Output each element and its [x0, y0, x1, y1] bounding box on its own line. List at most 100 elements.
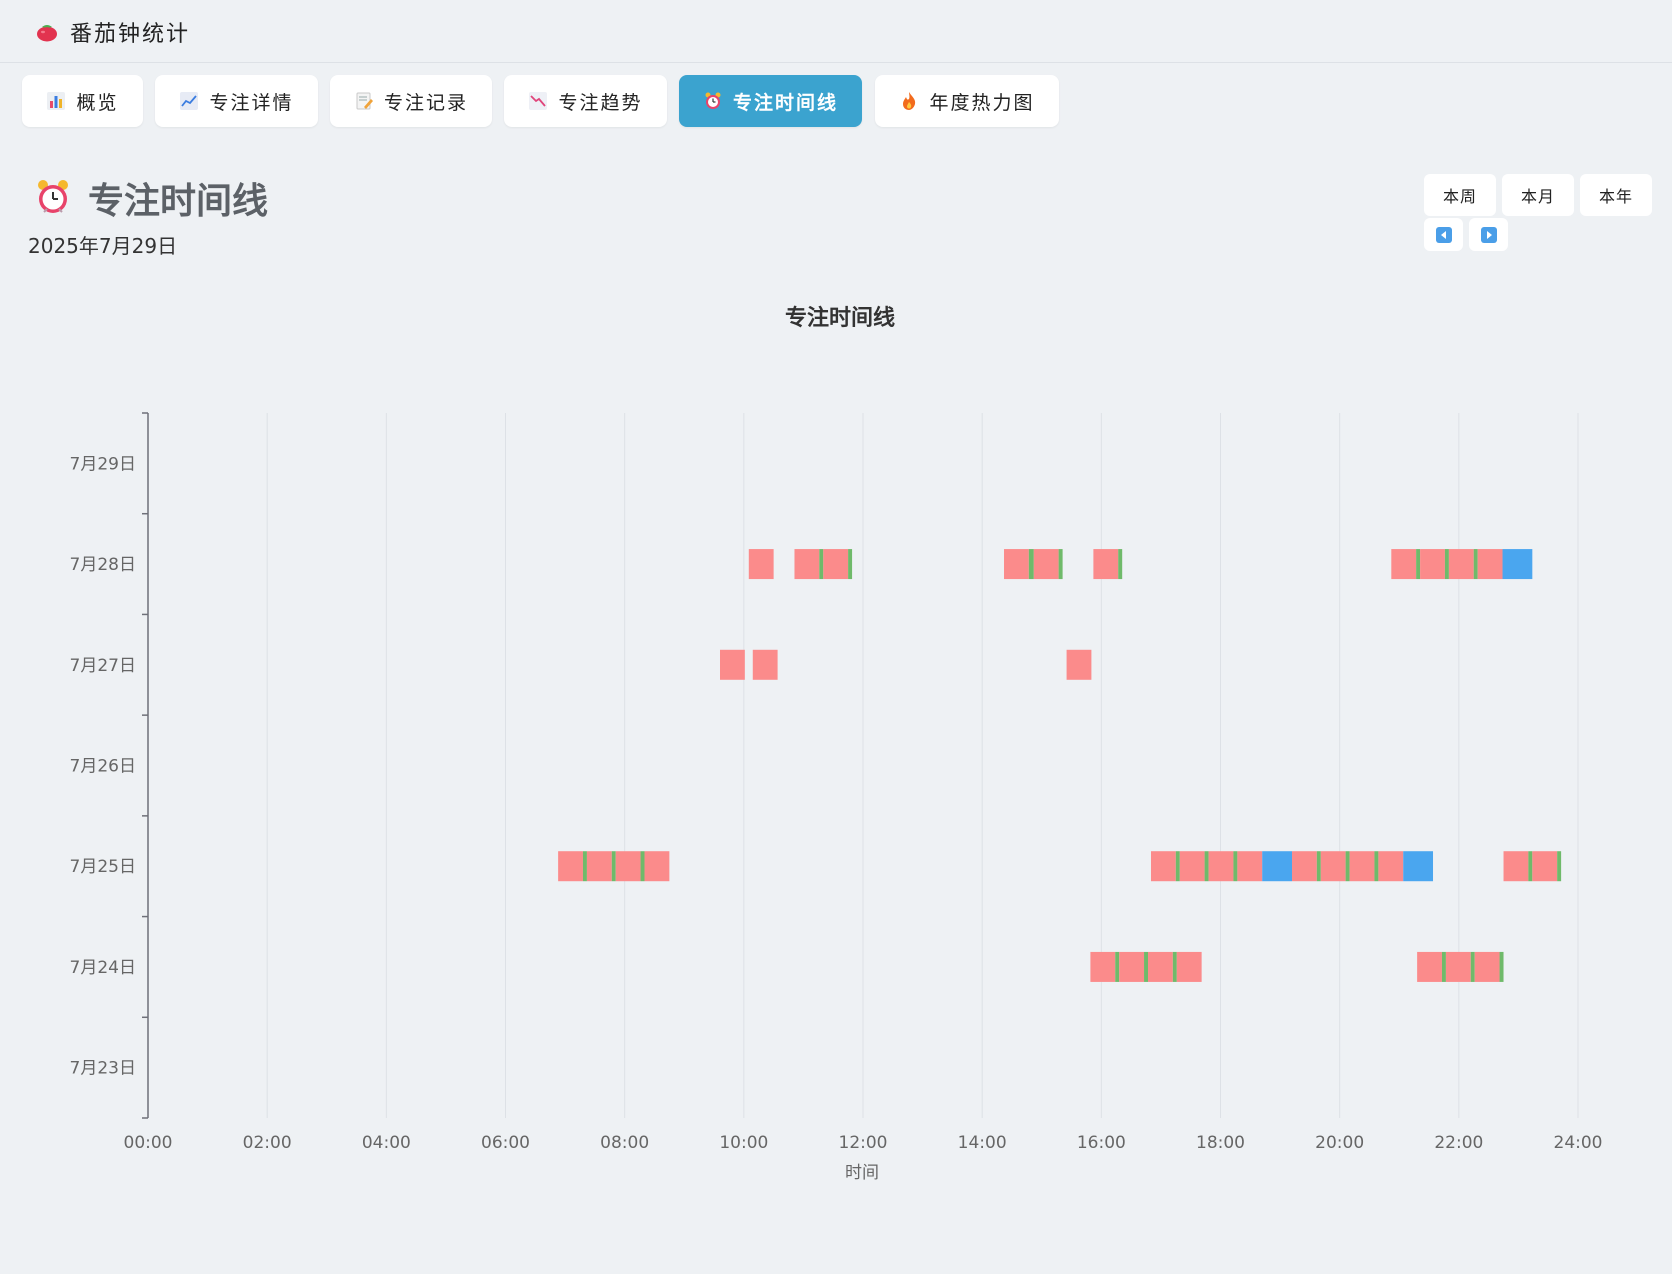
- timeline-segment-focus[interactable]: [558, 851, 583, 882]
- timeline-segment-focus[interactable]: [1237, 851, 1263, 882]
- tab-focus-details[interactable]: 专注详情: [155, 75, 318, 127]
- timeline-segment-focus[interactable]: [1532, 851, 1558, 882]
- timeline-segment-focus[interactable]: [1176, 951, 1202, 982]
- title-bar: 番茄钟统计: [0, 0, 1672, 63]
- range-year-button[interactable]: 本年: [1580, 174, 1652, 216]
- tab-focus-trend[interactable]: 专注趋势: [504, 75, 667, 127]
- y-tick-label: 7月26日: [70, 757, 136, 777]
- timeline-segment-short-break[interactable]: [1175, 851, 1180, 882]
- timeline-segment-focus[interactable]: [1292, 851, 1317, 882]
- previous-button[interactable]: [1424, 218, 1463, 251]
- timeline-segment-focus[interactable]: [1320, 851, 1346, 882]
- timeline-segment-short-break[interactable]: [1144, 951, 1149, 982]
- y-tick-label: 7月28日: [70, 555, 136, 575]
- timeline-segment-focus[interactable]: [1004, 549, 1029, 580]
- timeline-segment-focus[interactable]: [615, 851, 641, 882]
- timeline-segment-short-break[interactable]: [1557, 851, 1562, 882]
- timeline-segment-focus[interactable]: [1208, 851, 1234, 882]
- timeline-segment-focus[interactable]: [1033, 549, 1059, 580]
- timeline-segment-short-break[interactable]: [1499, 951, 1504, 982]
- x-tick-label: 12:00: [839, 1133, 888, 1153]
- alarm-clock-icon: [705, 92, 721, 109]
- timeline-segment-short-break[interactable]: [1374, 851, 1379, 882]
- range-week-button[interactable]: 本周: [1424, 174, 1496, 216]
- timeline-segment-long-break[interactable]: [1403, 851, 1434, 882]
- tab-label: 专注详情: [209, 91, 294, 114]
- timeline-segment-long-break[interactable]: [1502, 549, 1533, 580]
- memo-icon: [356, 92, 373, 110]
- timeline-bars: [558, 549, 1562, 982]
- timeline-segment-focus[interactable]: [1391, 549, 1417, 580]
- x-axis-label: 时间: [845, 1163, 879, 1183]
- timeline-chart: 专注时间线 00:00 02:00 04:00 06:00 08:00 10:00 12:0…: [70, 305, 1603, 1183]
- timeline-segment-short-break[interactable]: [1416, 549, 1421, 580]
- fire-icon: [903, 92, 916, 110]
- timeline-segment-focus[interactable]: [1448, 549, 1474, 580]
- timeline-segment-short-break[interactable]: [819, 549, 824, 580]
- timeline-segment-focus[interactable]: [1378, 851, 1404, 882]
- tab-focus-timeline[interactable]: 专注时间线: [679, 75, 862, 127]
- timeline-segment-short-break[interactable]: [1204, 851, 1209, 882]
- timeline-segment-short-break[interactable]: [1473, 549, 1478, 580]
- timeline-segment-focus[interactable]: [644, 851, 670, 882]
- timeline-segment-focus[interactable]: [1477, 549, 1503, 580]
- timeline-segment-focus[interactable]: [1148, 951, 1173, 982]
- bar-chart-icon: [47, 92, 66, 110]
- timeline-segment-short-break[interactable]: [1115, 951, 1120, 982]
- timeline-segment-focus[interactable]: [1066, 649, 1092, 680]
- timeline-segment-focus[interactable]: [1420, 549, 1445, 580]
- timeline-segment-short-break[interactable]: [1172, 951, 1177, 982]
- timeline-segment-long-break[interactable]: [1262, 851, 1292, 882]
- tab-label: 年度热力图: [929, 91, 1035, 114]
- page-title: 专注时间线: [88, 181, 269, 222]
- timeline-segment-focus[interactable]: [1349, 851, 1375, 882]
- timeline-segment-focus[interactable]: [1474, 951, 1500, 982]
- range-month-button[interactable]: 本月: [1502, 174, 1574, 216]
- timeline-segment-short-break[interactable]: [1444, 549, 1449, 580]
- y-tick-label: 7月24日: [70, 958, 136, 978]
- timeline-segment-short-break[interactable]: [1118, 549, 1123, 580]
- timeline-segment-short-break[interactable]: [611, 851, 616, 882]
- timeline-segment-focus[interactable]: [586, 851, 612, 882]
- timeline-segment-focus[interactable]: [1119, 951, 1145, 982]
- tab-annual-heatmap[interactable]: 年度热力图: [875, 75, 1059, 127]
- timeline-segment-focus[interactable]: [1150, 851, 1176, 882]
- timeline-segment-short-break[interactable]: [1345, 851, 1350, 882]
- timeline-segment-focus[interactable]: [1090, 951, 1116, 982]
- timeline-segment-short-break[interactable]: [1028, 549, 1034, 580]
- timeline-segment-focus[interactable]: [1093, 549, 1119, 580]
- app-title: 番茄钟统计: [70, 22, 191, 47]
- timeline-segment-focus[interactable]: [1445, 951, 1471, 982]
- axes: 00:00 02:00 04:00 06:00 08:00 10:00 12:00 14:00…: [70, 412, 1603, 1153]
- x-tick-label: 22:00: [1434, 1133, 1483, 1153]
- x-tick-label: 08:00: [600, 1133, 649, 1153]
- timeline-segment-short-break[interactable]: [1528, 851, 1533, 882]
- timeline-segment-short-break[interactable]: [1441, 951, 1446, 982]
- timeline-segment-short-break[interactable]: [1316, 851, 1321, 882]
- timeline-segment-focus[interactable]: [748, 549, 774, 580]
- timeline-segment-focus[interactable]: [720, 649, 745, 680]
- x-tick-label: 00:00: [124, 1133, 173, 1153]
- timeline-segment-focus[interactable]: [1417, 951, 1442, 982]
- y-tick-label: 7月29日: [70, 454, 136, 474]
- timeline-segment-short-break[interactable]: [1058, 549, 1063, 580]
- x-tick-label: 04:00: [362, 1133, 411, 1153]
- chart-title: 专注时间线: [785, 305, 895, 331]
- tab-overview[interactable]: 概览: [22, 75, 143, 127]
- tab-focus-records[interactable]: 专注记录: [330, 75, 492, 127]
- timeline-segment-focus[interactable]: [1503, 851, 1529, 882]
- timeline-segment-short-break[interactable]: [582, 851, 587, 882]
- timeline-segment-focus[interactable]: [752, 649, 778, 680]
- timeline-segment-short-break[interactable]: [1470, 951, 1475, 982]
- alarm-clock-icon: [38, 180, 68, 213]
- timeline-segment-short-break[interactable]: [640, 851, 645, 882]
- timeline-segment-short-break[interactable]: [848, 549, 853, 580]
- timeline-segment-short-break[interactable]: [1233, 851, 1238, 882]
- timeline-segment-focus[interactable]: [1179, 851, 1205, 882]
- tab-label: 专注时间线: [732, 91, 838, 114]
- timeline-segment-focus[interactable]: [823, 549, 849, 580]
- y-tick-label: 7月25日: [70, 857, 136, 877]
- timeline-segment-focus[interactable]: [794, 549, 820, 580]
- x-tick-label: 18:00: [1196, 1133, 1245, 1153]
- next-button[interactable]: [1469, 218, 1508, 251]
